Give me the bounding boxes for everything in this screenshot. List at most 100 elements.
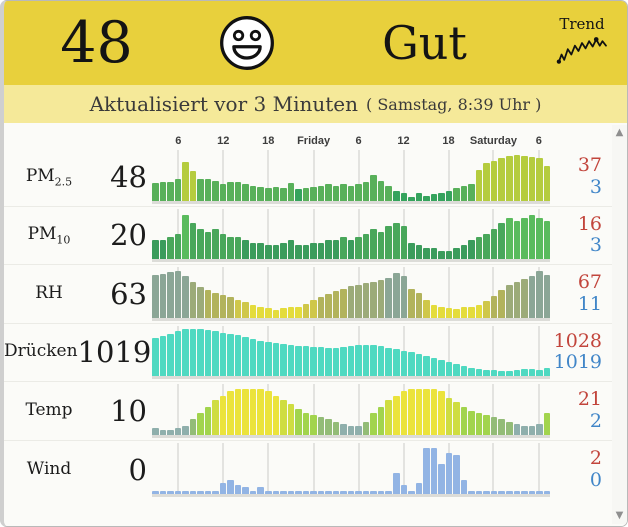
- bar[interactable]: [377, 279, 385, 318]
- bar[interactable]: [528, 215, 536, 259]
- bar[interactable]: [249, 305, 257, 318]
- bar[interactable]: [483, 163, 490, 201]
- bar[interactable]: [528, 369, 536, 376]
- bar[interactable]: [445, 250, 453, 259]
- scroll-up-button[interactable]: ▲: [612, 125, 627, 141]
- bar[interactable]: [332, 239, 340, 259]
- bar[interactable]: [415, 193, 423, 201]
- bar[interactable]: [174, 490, 182, 494]
- bar[interactable]: [227, 480, 234, 494]
- bar[interactable]: [317, 490, 325, 494]
- bar[interactable]: [438, 307, 445, 318]
- pm10-history-chart[interactable]: [152, 207, 551, 265]
- bar[interactable]: [415, 482, 423, 494]
- bar[interactable]: [393, 223, 400, 259]
- bar[interactable]: [543, 368, 551, 376]
- bar[interactable]: [415, 245, 423, 259]
- bar[interactable]: [272, 395, 280, 435]
- bar[interactable]: [490, 490, 498, 494]
- bar[interactable]: [377, 406, 385, 435]
- bar[interactable]: [174, 428, 182, 435]
- bar[interactable]: [152, 274, 159, 318]
- bar[interactable]: [505, 285, 513, 318]
- bar[interactable]: [521, 368, 528, 376]
- bar[interactable]: [445, 307, 453, 318]
- bar[interactable]: [475, 169, 483, 201]
- bar[interactable]: [370, 174, 377, 201]
- bar[interactable]: [543, 165, 551, 201]
- bar[interactable]: [521, 217, 528, 259]
- bar[interactable]: [257, 307, 264, 318]
- bar[interactable]: [219, 395, 227, 435]
- bar[interactable]: [355, 184, 362, 201]
- bar[interactable]: [204, 290, 212, 318]
- bar[interactable]: [182, 162, 189, 201]
- bar[interactable]: [204, 406, 212, 435]
- bar[interactable]: [483, 234, 490, 259]
- bar[interactable]: [393, 473, 400, 494]
- bar[interactable]: [174, 331, 182, 376]
- bar[interactable]: [370, 345, 377, 376]
- bar[interactable]: [264, 342, 272, 376]
- bar[interactable]: [310, 299, 317, 318]
- bar[interactable]: [219, 234, 227, 259]
- bar[interactable]: [189, 223, 197, 259]
- bar[interactable]: [490, 160, 498, 201]
- bar[interactable]: [483, 490, 490, 494]
- bar[interactable]: [317, 242, 325, 259]
- bar[interactable]: [189, 281, 197, 318]
- bar[interactable]: [408, 196, 415, 201]
- bar[interactable]: [332, 347, 340, 376]
- bar[interactable]: [152, 428, 159, 435]
- bar[interactable]: [430, 389, 438, 435]
- bar[interactable]: [317, 185, 325, 201]
- bar[interactable]: [468, 306, 475, 318]
- bar[interactable]: [227, 296, 234, 318]
- bar[interactable]: [280, 242, 287, 259]
- bar[interactable]: [219, 332, 227, 376]
- bar[interactable]: [528, 425, 536, 435]
- bar[interactable]: [347, 425, 355, 435]
- bar[interactable]: [521, 155, 528, 201]
- bar[interactable]: [197, 412, 204, 435]
- bar[interactable]: [460, 245, 468, 259]
- bar[interactable]: [159, 335, 167, 376]
- bar[interactable]: [438, 193, 445, 201]
- bar[interactable]: [355, 284, 362, 318]
- bar[interactable]: [393, 349, 400, 376]
- bar[interactable]: [280, 490, 287, 494]
- bar[interactable]: [505, 421, 513, 435]
- bar[interactable]: [536, 423, 543, 435]
- bar[interactable]: [490, 370, 498, 376]
- bar[interactable]: [234, 181, 242, 201]
- bar[interactable]: [536, 158, 543, 201]
- bar[interactable]: [227, 333, 234, 376]
- bar[interactable]: [317, 347, 325, 376]
- bar[interactable]: [483, 301, 490, 318]
- bar[interactable]: [310, 415, 317, 435]
- bar[interactable]: [468, 410, 475, 435]
- bar[interactable]: [219, 482, 227, 494]
- bar[interactable]: [430, 305, 438, 318]
- bar[interactable]: [340, 184, 347, 201]
- bar[interactable]: [242, 389, 249, 435]
- bar[interactable]: [287, 307, 295, 318]
- bar[interactable]: [400, 484, 408, 494]
- bar[interactable]: [257, 186, 264, 201]
- bar[interactable]: [430, 358, 438, 376]
- bar[interactable]: [483, 369, 490, 376]
- bar[interactable]: [204, 329, 212, 376]
- bar[interactable]: [167, 333, 174, 376]
- bar[interactable]: [340, 347, 347, 376]
- bar[interactable]: [498, 158, 505, 201]
- bar[interactable]: [167, 430, 174, 435]
- bar[interactable]: [310, 490, 317, 494]
- bar[interactable]: [197, 286, 204, 318]
- bar[interactable]: [528, 276, 536, 318]
- bar[interactable]: [280, 343, 287, 376]
- bar[interactable]: [287, 183, 295, 201]
- bar[interactable]: [453, 308, 460, 318]
- bar[interactable]: [272, 186, 280, 201]
- bar[interactable]: [234, 237, 242, 259]
- bar[interactable]: [445, 452, 453, 494]
